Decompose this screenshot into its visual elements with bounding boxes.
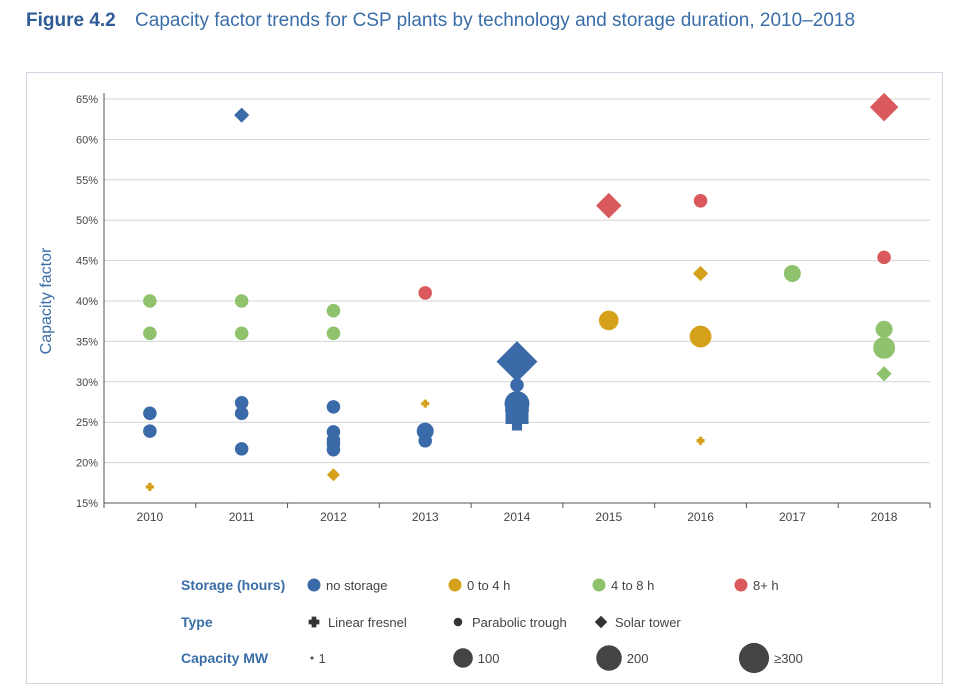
figure-number: Figure 4.2 — [26, 10, 116, 31]
data-point — [692, 265, 709, 282]
data-point — [510, 378, 524, 392]
data-point — [418, 434, 432, 448]
x-tick-label: 2012 — [320, 510, 347, 524]
data-point — [877, 250, 891, 265]
legend-capacity-swatch — [310, 656, 314, 660]
y-axis-label: Capacity factor — [38, 247, 55, 354]
data-point — [143, 294, 157, 308]
legend-type-item: Solar tower — [615, 615, 681, 630]
y-tick-label: 40% — [76, 296, 98, 308]
legend-storage-item: 8+ h — [753, 578, 779, 593]
legend-storage-item: 4 to 8 h — [611, 578, 654, 593]
legend-storage-swatch — [592, 578, 606, 592]
data-point — [234, 294, 249, 308]
data-point — [596, 192, 622, 219]
data-point — [143, 326, 157, 341]
legend-storage-item: no storage — [326, 578, 387, 593]
legend-storage-swatch — [734, 578, 748, 592]
legend-capacity-label: Capacity MW — [181, 650, 269, 666]
points-layer — [143, 92, 899, 491]
legend-type-item: Linear fresnel — [328, 615, 407, 630]
y-tick-label: 20% — [76, 458, 98, 470]
legend-type-marker — [308, 616, 320, 628]
data-point — [143, 406, 157, 421]
data-point — [234, 107, 250, 123]
y-tick-label: 55% — [76, 175, 98, 187]
legend-capacity-swatch — [453, 648, 473, 668]
legend-storage-label: Storage (hours) — [181, 577, 285, 593]
figure-title: Capacity factor trends for CSP plants by… — [135, 10, 856, 31]
data-point — [145, 482, 154, 491]
data-point — [326, 326, 341, 341]
data-point — [696, 436, 705, 445]
data-point — [496, 341, 538, 383]
legend-capacity-swatch — [738, 642, 770, 674]
y-tick-label: 25% — [76, 417, 98, 429]
x-tick-label: 2018 — [871, 510, 898, 524]
data-point — [418, 286, 432, 300]
data-point — [234, 406, 249, 421]
x-tick-label: 2015 — [595, 510, 622, 524]
x-tick-label: 2017 — [779, 510, 806, 524]
data-point — [869, 92, 899, 122]
legend-capacity-item: 1 — [319, 651, 326, 666]
axis-layer: 15% 20% 25% 30% 35% 40% 45% 50% 55% 60% 65% 2010 201… — [38, 93, 931, 524]
y-tick-label: 60% — [76, 134, 98, 146]
legend-storage-swatch — [307, 578, 321, 592]
x-tick-label: 2013 — [412, 510, 439, 524]
data-point — [234, 442, 249, 456]
x-tick-label: 2014 — [504, 510, 531, 524]
x-tick-label: 2011 — [229, 510, 255, 524]
y-tick-label: 45% — [76, 256, 98, 268]
data-point — [326, 442, 341, 457]
legend-storage-item: 0 to 4 h — [467, 578, 510, 593]
data-point — [416, 422, 434, 440]
data-point — [505, 407, 529, 431]
legend-type-marker — [594, 615, 608, 629]
data-point — [143, 424, 157, 438]
data-point — [876, 366, 892, 382]
legend-storage-swatch — [448, 578, 462, 592]
legend-capacity-item: ≥300 — [774, 651, 803, 666]
legend-capacity-swatch — [596, 645, 622, 671]
x-tick-label: 2010 — [137, 510, 164, 524]
y-tick-label: 15% — [76, 498, 98, 510]
legend-capacity-item: 100 — [478, 651, 500, 666]
y-tick-label: 30% — [76, 377, 98, 389]
data-point — [234, 326, 249, 341]
x-tick-label: 2016 — [687, 510, 714, 524]
y-tick-label: 65% — [76, 94, 98, 106]
data-point — [693, 194, 708, 208]
data-point — [783, 265, 801, 283]
data-point — [598, 310, 619, 331]
y-tick-label: 35% — [76, 336, 98, 348]
legend-layer: Storage (hours) no storage 0 to 4 h 4 to 8 … — [181, 577, 803, 674]
data-point — [873, 336, 896, 359]
y-tick-label: 50% — [76, 215, 98, 227]
chart-frame: 15% 20% 25% 30% 35% 40% 45% 50% 55% 60% 65% 2010 201… — [26, 72, 943, 684]
legend-type-item: Parabolic trough — [472, 615, 567, 630]
chart-svg: 15% 20% 25% 30% 35% 40% 45% 50% 55% 60% 65% 2010 201… — [38, 92, 931, 674]
data-point — [326, 303, 341, 318]
figure-header: Figure 4.2 Capacity factor trends for CS… — [26, 10, 855, 36]
grid-layer — [104, 98, 930, 464]
data-point — [326, 468, 340, 482]
data-point — [689, 325, 712, 348]
legend-capacity-item: 200 — [627, 651, 649, 666]
legend-type-label: Type — [181, 614, 213, 630]
legend-type-marker — [453, 617, 463, 627]
data-point — [421, 399, 430, 408]
data-point — [326, 400, 341, 414]
data-point — [234, 396, 249, 410]
data-point — [875, 320, 893, 338]
